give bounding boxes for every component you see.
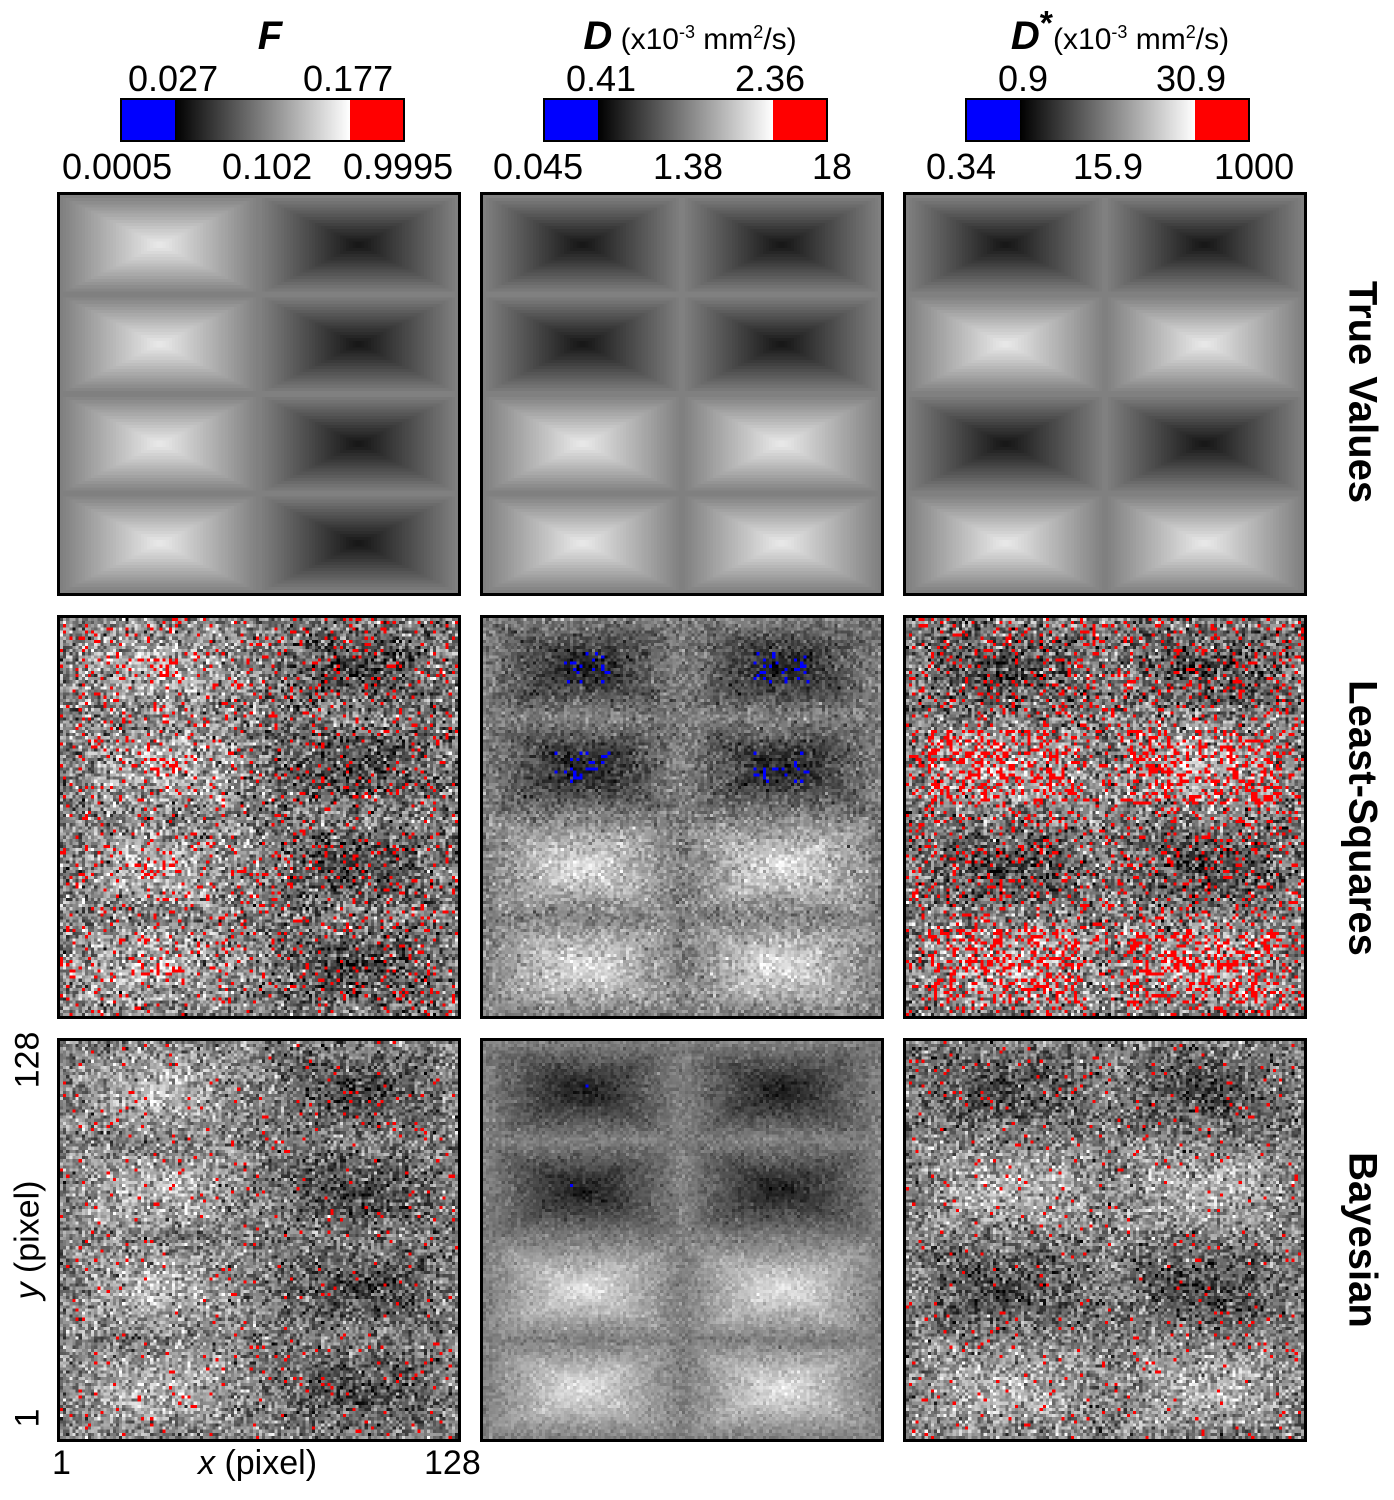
colorbar-d-high-swatch — [772, 100, 826, 140]
colorbar-dstar-gradient — [1020, 100, 1195, 140]
colorbar-d-top-left: 0.41 — [566, 58, 637, 99]
colorbar-f-top-right: 0.177 — [303, 58, 394, 99]
panel-ls-d — [480, 615, 884, 1019]
colorbar-f-gradient — [175, 100, 350, 140]
colorbar-d-bottom-left: 0.045 — [493, 146, 584, 187]
colorbar-d — [543, 98, 828, 142]
param-title-dstar: D*(x10-3 mm2/s) — [1010, 4, 1230, 58]
panel-bayes-d — [480, 1038, 884, 1442]
param-title-f: F — [257, 14, 283, 58]
colorbar-dstar-high-swatch — [1194, 100, 1248, 140]
colorbar-d-bottom-right: 18 — [812, 146, 853, 187]
colorbar-dstar-top-right: 30.9 — [1156, 58, 1227, 99]
y-axis-min: 1 — [8, 1408, 47, 1428]
row-label-bayesian: Bayesian — [1340, 1152, 1385, 1328]
colorbar-dstar — [965, 98, 1250, 142]
colorbar-f — [120, 98, 405, 142]
panel-bayes-dstar — [903, 1038, 1307, 1442]
colorbar-d-bottom-mid: 1.38 — [653, 146, 724, 187]
y-axis-label: y (pixel) — [8, 1180, 47, 1300]
panel-true-d — [480, 192, 884, 596]
colorbar-f-high-swatch — [349, 100, 403, 140]
colorbar-f-bottom-left: 0.0005 — [62, 146, 173, 187]
colorbar-f-top-left: 0.027 — [128, 58, 219, 99]
x-axis-label: x (pixel) — [198, 1444, 318, 1482]
colorbar-f-low-swatch — [122, 100, 176, 140]
panel-true-f — [57, 192, 461, 596]
colorbar-dstar-bottom-left: 0.34 — [926, 146, 997, 187]
x-axis-min: 1 — [52, 1444, 71, 1482]
panel-bayes-f — [57, 1038, 461, 1442]
y-axis-max: 128 — [8, 1031, 47, 1089]
row-label-least-squares: Least-Squares — [1340, 680, 1385, 956]
panel-true-dstar — [903, 192, 1307, 596]
row-label-true-values: True Values — [1340, 280, 1385, 504]
colorbar-dstar-bottom-right: 1000 — [1214, 146, 1295, 187]
panel-ls-dstar — [903, 615, 1307, 1019]
colorbar-dstar-low-swatch — [967, 100, 1021, 140]
colorbar-d-gradient — [598, 100, 773, 140]
colorbar-d-top-right: 2.36 — [735, 58, 806, 99]
colorbar-dstar-bottom-mid: 15.9 — [1073, 146, 1144, 187]
colorbar-dstar-top-left: 0.9 — [998, 58, 1049, 99]
colorbar-f-bottom-mid: 0.102 — [222, 146, 313, 187]
colorbar-d-low-swatch — [545, 100, 599, 140]
param-title-d: D (x10-3 mm2/s) — [583, 14, 797, 58]
colorbar-f-bottom-right: 0.9995 — [343, 146, 454, 187]
x-axis-max: 128 — [424, 1444, 481, 1482]
panel-ls-f — [57, 615, 461, 1019]
